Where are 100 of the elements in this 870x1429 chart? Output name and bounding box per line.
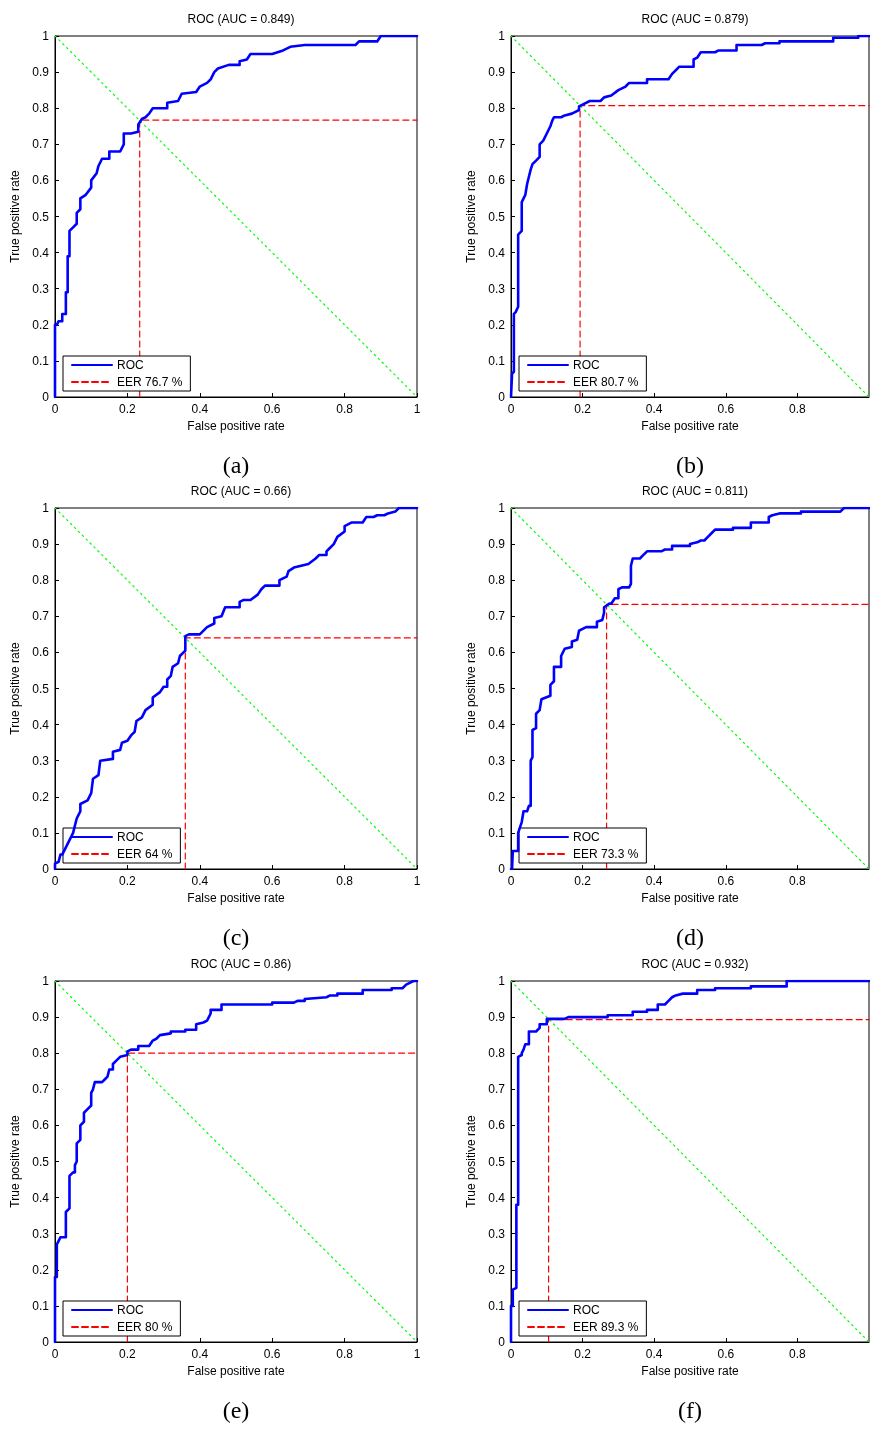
y-tick-label: 1	[42, 974, 50, 988]
x-tick-label: 0	[51, 1347, 59, 1361]
y-tick-label: 0.4	[32, 1190, 50, 1205]
chart-title: ROC (AUC = 0.66)	[190, 484, 292, 498]
y-axis-title: True positive rate	[8, 170, 23, 263]
x-tick-label: 0.8	[789, 402, 807, 416]
legend-label: EER 76.7 %	[117, 375, 183, 389]
x-tick-label: 0.2	[574, 874, 592, 888]
x-tick-label: 0.8	[336, 874, 354, 888]
y-tick-label: 0.5	[32, 1154, 50, 1169]
y-tick-label: 0.2	[32, 317, 50, 332]
x-tick-label: 0.6	[717, 874, 735, 888]
y-tick-label: 0.9	[32, 537, 50, 552]
y-tick-label: 0.8	[32, 573, 50, 588]
x-axis-title: False positive rate	[641, 890, 740, 905]
y-tick-label: 0.2	[488, 317, 506, 332]
y-tick-label: 0.6	[32, 645, 50, 660]
y-tick-label: 0.9	[488, 537, 506, 552]
y-tick-label: 0.7	[488, 137, 506, 152]
x-tick-label: 0.4	[191, 874, 209, 888]
x-tick-label: 0.8	[789, 1347, 807, 1361]
y-tick-label: 0.5	[488, 209, 506, 224]
x-tick-label: 1	[413, 1347, 421, 1361]
text: (a)	[222, 452, 250, 478]
y-tick-label: 0.7	[32, 609, 50, 624]
y-tick-label: 0.4	[488, 1190, 506, 1205]
y-axis-title: True positive rate	[8, 1115, 23, 1208]
x-tick-label: 1	[413, 402, 421, 416]
y-tick-label: 0.1	[488, 1298, 506, 1313]
y-tick-label: 0	[42, 1335, 50, 1349]
y-tick-label: 0.7	[488, 609, 506, 624]
text: (b)	[676, 452, 704, 478]
y-tick-label: 0.8	[488, 573, 506, 588]
x-axis-title: False positive rate	[187, 890, 286, 905]
y-tick-label: 0.6	[488, 173, 506, 188]
y-tick-label: 0.9	[32, 1010, 50, 1025]
y-tick-label: 1	[42, 29, 50, 43]
y-tick-label: 0	[498, 1335, 506, 1349]
x-tick-label: 0.4	[191, 1347, 209, 1361]
legend-label: ROC	[117, 358, 144, 372]
chart-title: ROC (AUC = 0.811)	[641, 484, 749, 498]
y-tick-label: 0.4	[488, 245, 506, 260]
y-tick-label: 0.3	[488, 1226, 506, 1241]
y-tick-label: 0.1	[32, 1298, 50, 1313]
y-tick-label: 0.6	[488, 645, 506, 660]
x-tick-label: 0.4	[645, 874, 663, 888]
x-axis-title: False positive rate	[187, 418, 286, 433]
y-tick-label: 0.1	[488, 353, 506, 368]
y-axis-title: True positive rate	[464, 170, 479, 263]
y-tick-label: 0.2	[488, 789, 506, 804]
y-tick-label: 1	[498, 29, 506, 43]
x-tick-label: 0	[51, 874, 59, 888]
x-tick-label: 1	[413, 874, 421, 888]
y-tick-label: 0.1	[488, 825, 506, 840]
y-tick-label: 1	[498, 501, 506, 515]
y-tick-label: 0.3	[488, 281, 506, 296]
x-tick-label: 0.6	[263, 402, 281, 416]
legend-label: ROC	[573, 1303, 600, 1317]
y-tick-label: 0.9	[488, 65, 506, 80]
text: (c)	[222, 924, 250, 950]
y-tick-label: 0.8	[32, 101, 50, 116]
x-tick-label: 0.6	[717, 1347, 735, 1361]
y-tick-label: 1	[42, 501, 50, 515]
x-tick-label: 0.6	[717, 402, 735, 416]
y-tick-label: 0.9	[32, 65, 50, 80]
y-tick-label: 0.7	[32, 137, 50, 152]
y-tick-label: 0.5	[32, 681, 50, 696]
text: (d)	[676, 924, 704, 950]
chart-title: ROC (AUC = 0.86)	[190, 957, 292, 971]
y-axis-title: True positive rate	[8, 642, 23, 735]
y-tick-label: 0.8	[32, 1046, 50, 1061]
text: (e)	[222, 1397, 250, 1423]
y-tick-label: 0.9	[488, 1010, 506, 1025]
y-tick-label: 0	[498, 862, 506, 876]
y-tick-label: 0.7	[32, 1082, 50, 1097]
x-tick-label: 0.6	[263, 1347, 281, 1361]
y-tick-label: 0.2	[488, 1262, 506, 1277]
legend-label: ROC	[573, 358, 600, 372]
y-tick-label: 0.3	[488, 753, 506, 768]
y-tick-label: 0.4	[32, 245, 50, 260]
x-tick-label: 0.2	[574, 402, 592, 416]
legend-label: ROC	[117, 1303, 144, 1317]
text: (f)	[678, 1397, 702, 1423]
y-tick-label: 0.3	[32, 1226, 50, 1241]
x-tick-label: 0.6	[263, 874, 281, 888]
y-tick-label: 0.1	[32, 353, 50, 368]
legend-label: EER 89.3 %	[573, 1320, 639, 1334]
legend-label: EER 73.3 %	[573, 847, 639, 861]
x-tick-label: 0.8	[336, 1347, 354, 1361]
legend-label: EER 64 %	[117, 847, 173, 861]
y-tick-label: 1	[498, 974, 506, 988]
x-tick-label: 0.2	[119, 874, 137, 888]
y-tick-label: 0.4	[32, 717, 50, 732]
y-tick-label: 0.8	[488, 1046, 506, 1061]
y-tick-label: 0.6	[32, 173, 50, 188]
y-tick-label: 0.7	[488, 1082, 506, 1097]
x-axis-title: False positive rate	[641, 1363, 740, 1378]
y-tick-label: 0.8	[488, 101, 506, 116]
y-tick-label: 0.5	[488, 1154, 506, 1169]
y-tick-label: 0.3	[32, 281, 50, 296]
